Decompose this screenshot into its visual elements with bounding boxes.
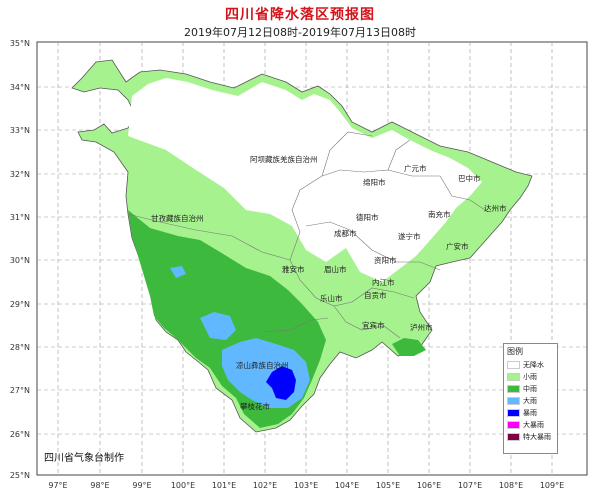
city-label: 资阳市 (374, 255, 397, 265)
lon-label: 106°E (417, 481, 441, 490)
lat-label: 29°N (10, 300, 30, 309)
lat-label: 27°N (10, 386, 30, 395)
lat-label: 34°N (10, 83, 30, 92)
no-rain-zone (128, 78, 482, 282)
lat-label: 31°N (10, 213, 30, 222)
longitude-labels: 97°E 98°E 99°E 100°E 101°E 102°E 103°E 1… (48, 481, 564, 490)
legend-title: 图例 (507, 347, 523, 356)
lat-label: 30°N (10, 256, 30, 265)
legend-label: 大雨 (523, 397, 537, 405)
legend-label: 暴雨 (523, 409, 537, 417)
legend-item: 无降水 (507, 359, 554, 371)
lat-label: 26°N (10, 430, 30, 439)
map-subtitle: 2019年07月12日08时-2019年07月13日08时 (184, 26, 416, 39)
legend-swatch (507, 433, 520, 441)
legend-item: 大暴雨 (507, 419, 554, 431)
city-label: 宜宾市 (362, 320, 385, 330)
legend-item: 中雨 (507, 383, 554, 395)
city-label: 德阳市 (356, 212, 379, 222)
city-label: 雅安市 (282, 264, 305, 274)
legend-swatch (507, 421, 520, 429)
city-label: 乐山市 (320, 293, 343, 303)
city-label: 广安市 (446, 241, 469, 251)
city-label: 成都市 (334, 228, 357, 238)
lon-label: 99°E (132, 481, 151, 490)
city-label: 阿坝藏族羌族自治州 (250, 154, 318, 164)
city-label: 内江市 (372, 277, 395, 287)
legend-label: 特大暴雨 (523, 433, 551, 441)
lon-label: 105°E (376, 481, 400, 490)
city-label: 达州市 (484, 203, 507, 213)
city-label: 巴中市 (458, 173, 481, 183)
legend-item: 特大暴雨 (507, 431, 554, 443)
city-label: 广元市 (404, 163, 427, 173)
lon-label: 101°E (212, 481, 236, 490)
city-label: 绵阳市 (363, 177, 386, 187)
lon-label: 108°E (499, 481, 523, 490)
city-label: 眉山市 (324, 264, 347, 274)
lat-label: 25°N (10, 471, 30, 480)
lon-label: 98°E (90, 481, 109, 490)
lat-label: 35°N (10, 39, 30, 48)
legend-label: 小雨 (523, 373, 537, 381)
legend-swatch (507, 373, 520, 381)
rainstorm-zone (266, 366, 296, 400)
credit-text: 四川省气象台制作 (44, 451, 124, 464)
latitude-labels: 35°N 34°N 33°N 32°N 31°N 30°N 29°N 28°N … (10, 39, 30, 480)
heavy-rain-patch-north (170, 266, 186, 278)
city-label: 泸州市 (410, 322, 433, 332)
legend: 图例 无降水 小雨 中雨 大雨 暴雨 大暴雨 特大暴雨 (503, 343, 558, 454)
map-title: 四川省降水落区预报图 (225, 7, 375, 23)
city-label: 甘孜藏族自治州 (151, 213, 204, 223)
legend-label: 大暴雨 (523, 421, 544, 429)
lon-label: 109°E (540, 481, 564, 490)
lon-label: 107°E (458, 481, 482, 490)
moderate-rain-patch-se (392, 338, 426, 356)
legend-item: 大雨 (507, 395, 554, 407)
legend-item: 暴雨 (507, 407, 554, 419)
heavy-rain-patch-west (200, 312, 236, 340)
legend-swatch (507, 361, 520, 369)
lon-label: 102°E (253, 481, 277, 490)
lat-label: 28°N (10, 343, 30, 352)
legend-label: 中雨 (523, 385, 537, 393)
city-label: 南充市 (428, 209, 451, 219)
lon-label: 103°E (294, 481, 318, 490)
city-label: 遂宁市 (398, 231, 421, 241)
lat-label: 32°N (10, 170, 30, 179)
legend-item: 小雨 (507, 371, 554, 383)
legend-swatch (507, 409, 520, 417)
city-label: 自贡市 (364, 290, 387, 300)
prefecture-boundaries (127, 131, 489, 339)
city-label: 凉山彝族自治州 (236, 360, 289, 370)
legend-swatch (507, 397, 520, 405)
lon-label: 97°E (48, 481, 67, 490)
city-labels: 阿坝藏族羌族自治州 广元市 巴中市 绵阳市 达州市 甘孜藏族自治州 德阳市 南充… (151, 154, 507, 411)
legend-swatch (507, 385, 520, 393)
lon-label: 100°E (171, 481, 195, 490)
city-label: 攀枝花市 (240, 401, 270, 411)
legend-label: 无降水 (523, 361, 544, 369)
lon-label: 104°E (335, 481, 359, 490)
lat-label: 33°N (10, 126, 30, 135)
